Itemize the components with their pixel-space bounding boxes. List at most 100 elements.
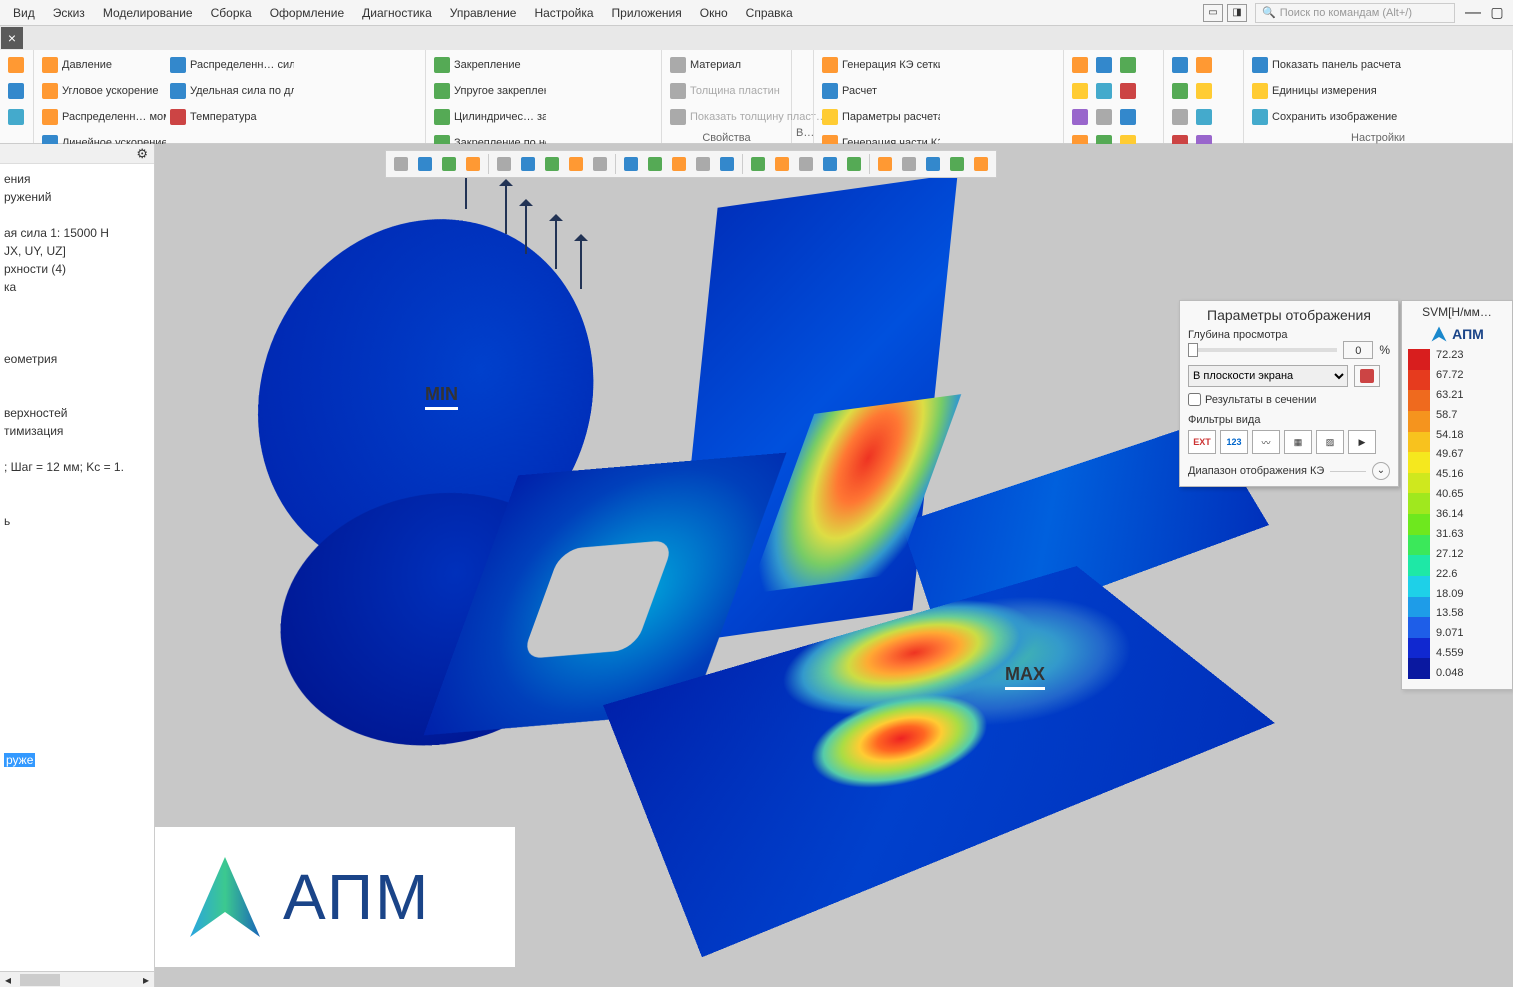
menu-window[interactable]: Окно — [691, 2, 737, 24]
set-units[interactable]: Единицы измерения — [1248, 78, 1405, 104]
results-icon-7[interactable] — [1092, 104, 1116, 130]
topo-icon-3[interactable] — [1192, 78, 1216, 104]
section-plane-select[interactable]: В плоскости экрана — [1188, 365, 1348, 387]
tree-item[interactable]: верхностей — [4, 404, 150, 422]
minimize-icon[interactable]: — — [1463, 4, 1483, 22]
vtool-btn-1[interactable] — [414, 153, 436, 175]
model-tree[interactable]: енияружений ая сила 1: 15000 НJX, UY, UZ… — [0, 164, 154, 536]
ribbon-quick-2[interactable] — [4, 78, 28, 104]
tree-item[interactable] — [4, 440, 150, 458]
tree-item[interactable]: еометрия — [4, 350, 150, 368]
tree-item[interactable] — [4, 314, 150, 332]
tree-item[interactable]: рхности (4) — [4, 260, 150, 278]
filter-contour-button[interactable]: 〰 — [1252, 430, 1280, 454]
range-expand-button[interactable]: ⌄ — [1372, 462, 1390, 480]
results-icon-0[interactable] — [1068, 52, 1092, 78]
tab-close-icon[interactable]: × — [1, 27, 23, 49]
vtool-btn-16[interactable] — [795, 153, 817, 175]
menu-settings[interactable]: Настройка — [525, 2, 602, 24]
filter-ext-button[interactable]: EXT — [1188, 430, 1216, 454]
viewport-3d[interactable]: MIN MAX Параметры отображения Глубина пр… — [155, 144, 1513, 987]
results-icon-4[interactable] — [1092, 78, 1116, 104]
vtool-btn-12[interactable] — [692, 153, 714, 175]
section-results-checkbox[interactable]: Результаты в сечении — [1188, 393, 1390, 406]
tree-item[interactable] — [4, 494, 150, 512]
vtool-btn-20[interactable] — [898, 153, 920, 175]
vtool-btn-15[interactable] — [771, 153, 793, 175]
fix-elastic[interactable]: Упругое закрепление — [430, 78, 546, 104]
gear-icon[interactable]: ⚙ — [136, 146, 148, 162]
menu-assembly[interactable]: Сборка — [202, 2, 261, 24]
filter-mesh1-button[interactable]: ▦ — [1284, 430, 1312, 454]
load-temperature[interactable]: Температура — [166, 104, 294, 130]
tree-item[interactable]: тимизация — [4, 422, 150, 440]
mesh-solve[interactable]: Расчет — [818, 78, 940, 104]
results-icon-8[interactable] — [1116, 104, 1140, 130]
tree-item[interactable]: ения — [4, 170, 150, 188]
results-icon-5[interactable] — [1116, 78, 1140, 104]
tree-item[interactable] — [4, 332, 150, 350]
maximize-icon[interactable]: ▢ — [1487, 4, 1507, 22]
vtool-btn-19[interactable] — [874, 153, 896, 175]
tree-item[interactable]: ружений — [4, 188, 150, 206]
ribbon-quick-3[interactable] — [4, 104, 28, 130]
menu-view[interactable]: Вид — [4, 2, 44, 24]
vtool-btn-14[interactable] — [747, 153, 769, 175]
layout-split-icon[interactable]: ◨ — [1227, 4, 1247, 22]
tree-item[interactable] — [4, 296, 150, 314]
tree-item[interactable]: ь — [4, 512, 150, 530]
fix-cylindrical[interactable]: Цилиндричес… закрепление — [430, 104, 546, 130]
load-angular-accel[interactable]: Угловое ускорение — [38, 78, 166, 104]
menu-applications[interactable]: Приложения — [603, 2, 691, 24]
filter-spectrum-button[interactable]: ▶ — [1348, 430, 1376, 454]
fix-fixed[interactable]: Закрепление — [430, 52, 546, 78]
results-icon-6[interactable] — [1068, 104, 1092, 130]
topo-icon-2[interactable] — [1168, 78, 1192, 104]
vtool-btn-17[interactable] — [819, 153, 841, 175]
vtool-btn-5[interactable] — [517, 153, 539, 175]
load-dist-moment[interactable]: Распределенн… момент — [38, 104, 166, 130]
mesh-solve-params[interactable]: Параметры расчета — [818, 104, 940, 130]
section-cube-button[interactable] — [1354, 365, 1380, 387]
vtool-btn-3[interactable] — [462, 153, 484, 175]
vtool-btn-13[interactable] — [716, 153, 738, 175]
tree-selected-item[interactable]: руже — [4, 753, 35, 767]
vtool-btn-8[interactable] — [589, 153, 611, 175]
tree-item[interactable] — [4, 206, 150, 224]
command-search-input[interactable]: 🔍 Поиск по командам (Alt+/) — [1255, 3, 1455, 23]
layout-single-icon[interactable]: ▭ — [1203, 4, 1223, 22]
ribbon-quick-1[interactable] — [4, 52, 28, 78]
tree-item[interactable]: ; Шаг = 12 мм; Kc = 1. — [4, 458, 150, 476]
topo-icon-5[interactable] — [1192, 104, 1216, 130]
vtool-btn-0[interactable] — [390, 153, 412, 175]
results-icon-3[interactable] — [1068, 78, 1092, 104]
depth-value[interactable]: 0 — [1343, 341, 1373, 359]
topo-icon-0[interactable] — [1168, 52, 1192, 78]
menu-modeling[interactable]: Моделирование — [94, 2, 202, 24]
vtool-btn-7[interactable] — [565, 153, 587, 175]
vtool-btn-2[interactable] — [438, 153, 460, 175]
vtool-btn-6[interactable] — [541, 153, 563, 175]
menu-diagnostics[interactable]: Диагностика — [353, 2, 441, 24]
vtool-btn-10[interactable] — [644, 153, 666, 175]
filter-values-button[interactable]: 123 — [1220, 430, 1248, 454]
topo-icon-4[interactable] — [1168, 104, 1192, 130]
vtool-btn-22[interactable] — [946, 153, 968, 175]
results-icon-2[interactable] — [1116, 52, 1140, 78]
load-line-force[interactable]: Удельная сила по длине — [166, 78, 294, 104]
load-pressure[interactable]: Давление — [38, 52, 166, 78]
menu-management[interactable]: Управление — [441, 2, 526, 24]
tree-item[interactable]: JX, UY, UZ] — [4, 242, 150, 260]
menu-drawing[interactable]: Оформление — [261, 2, 353, 24]
vtool-btn-11[interactable] — [668, 153, 690, 175]
tree-hscrollbar[interactable]: ◂ ▸ — [0, 971, 154, 987]
set-show-panel[interactable]: Показать панель расчета — [1248, 52, 1405, 78]
vtool-btn-23[interactable] — [970, 153, 992, 175]
set-save-image[interactable]: Сохранить изображение — [1248, 104, 1405, 130]
vtool-btn-18[interactable] — [843, 153, 865, 175]
tree-item[interactable] — [4, 368, 150, 386]
menu-sketch[interactable]: Эскиз — [44, 2, 94, 24]
results-icon-1[interactable] — [1092, 52, 1116, 78]
mesh-generate[interactable]: Генерация КЭ сетки — [818, 52, 940, 78]
scroll-left-icon[interactable]: ◂ — [0, 973, 16, 987]
